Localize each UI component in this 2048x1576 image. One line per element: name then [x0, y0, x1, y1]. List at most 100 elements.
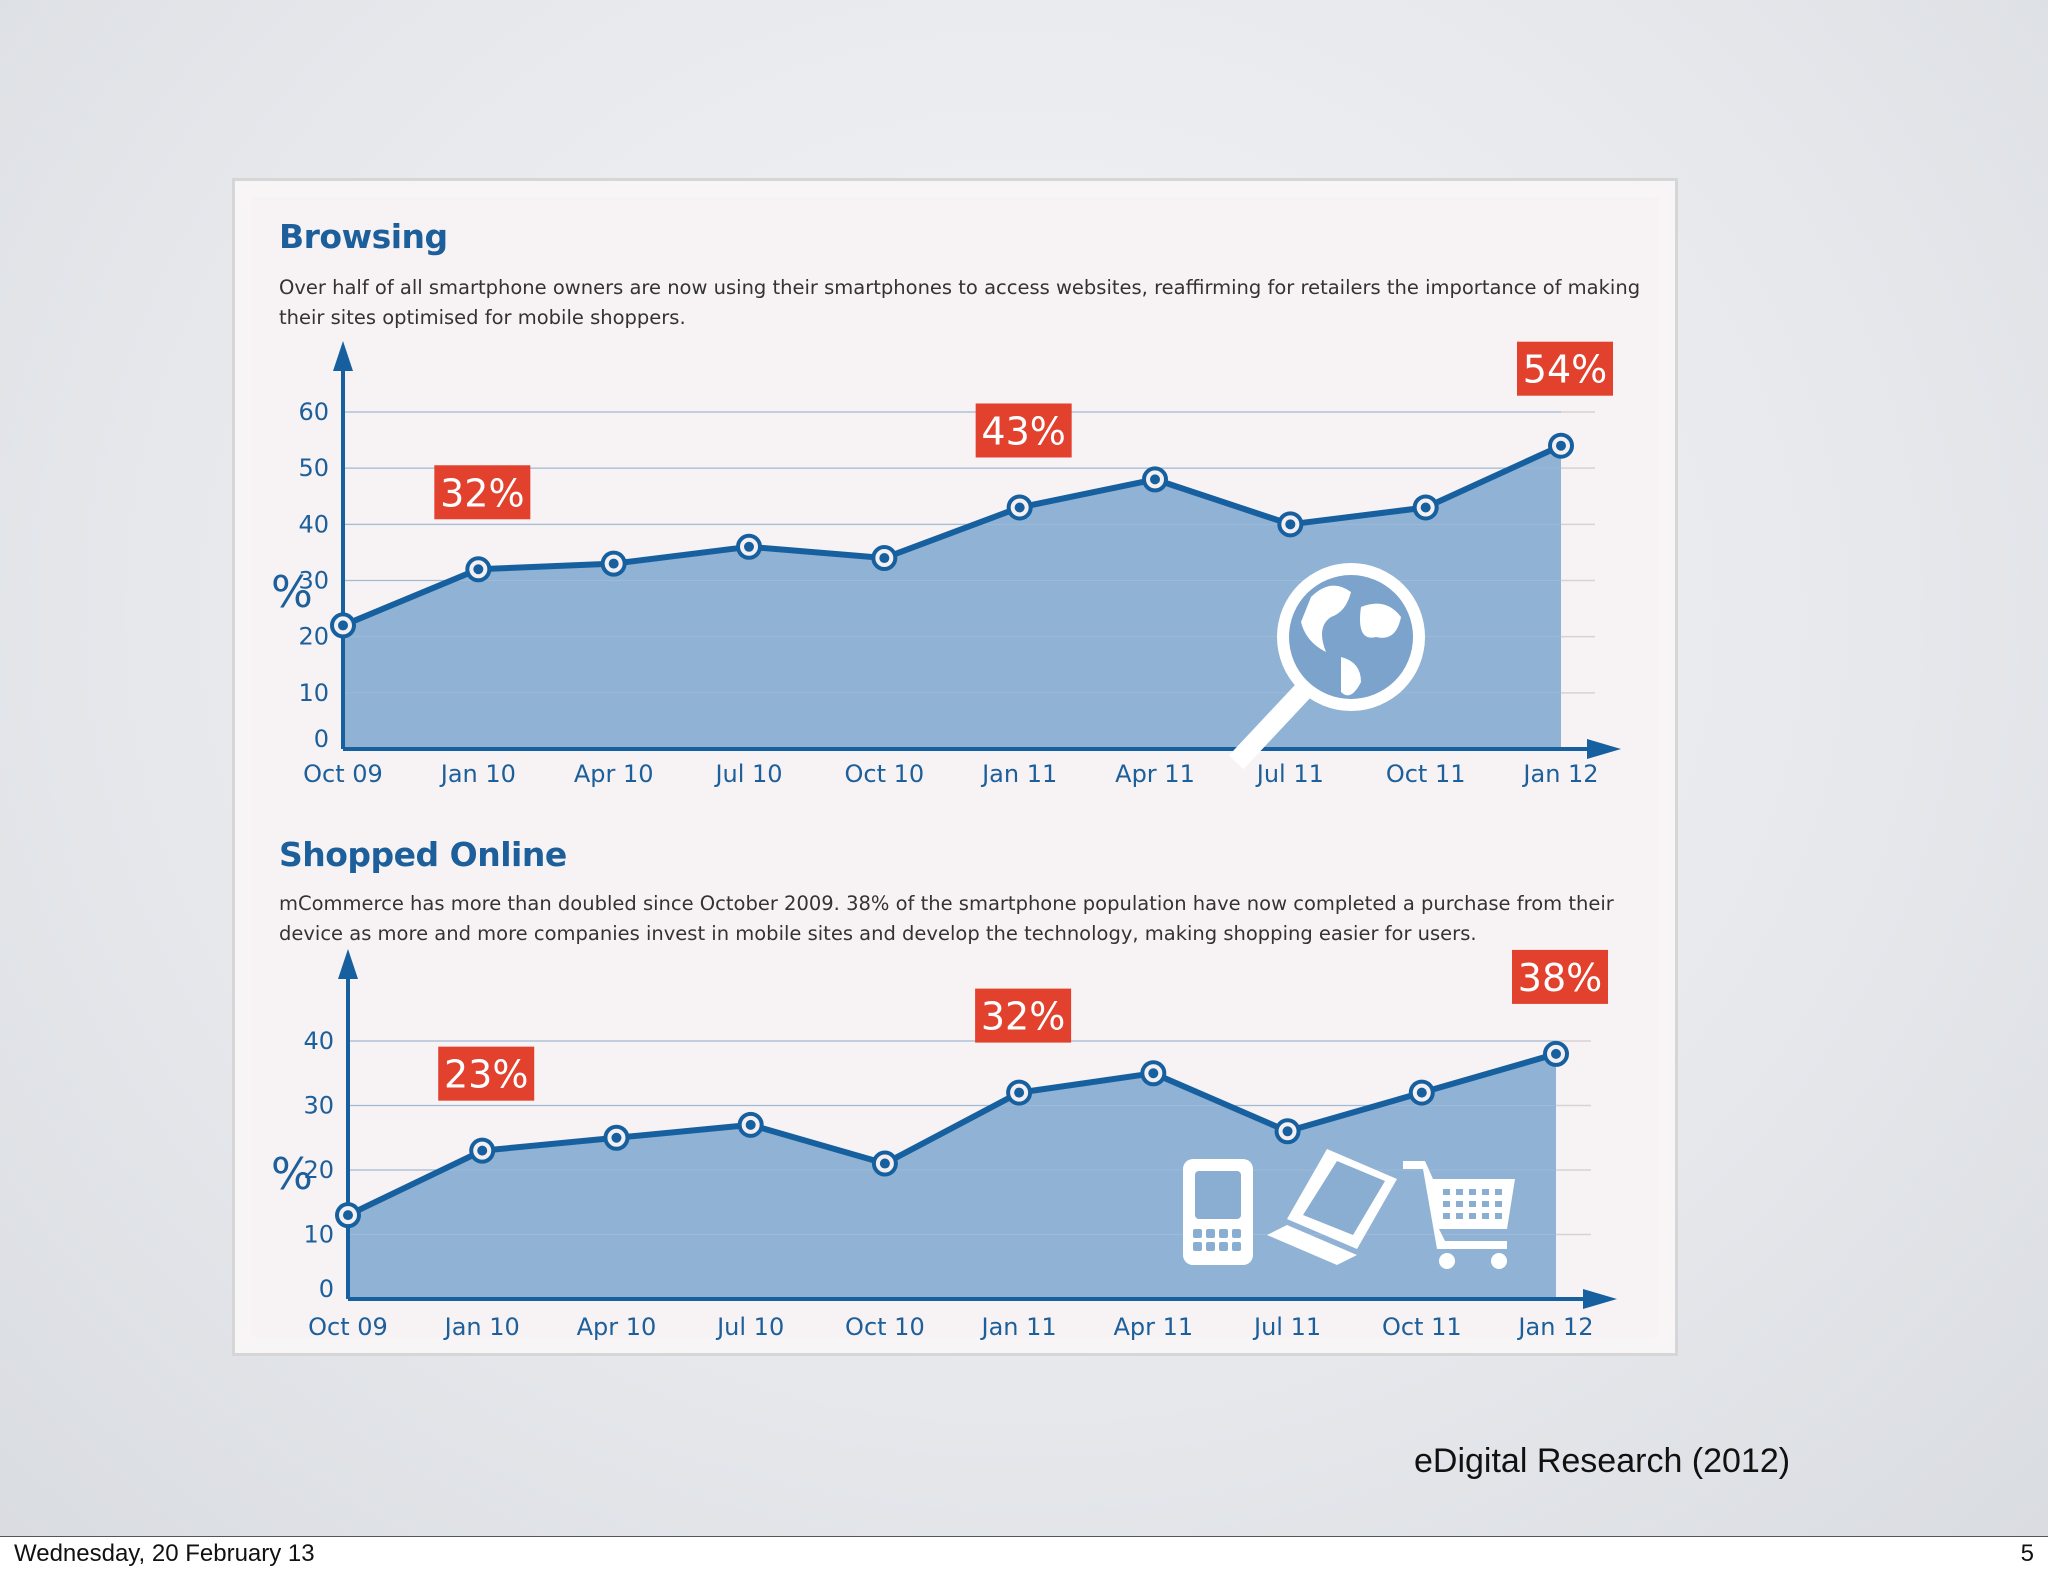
x-tick-label: Jul 11: [1255, 760, 1324, 787]
data-point-center: [338, 620, 348, 631]
x-tick-label: Jan 12: [1516, 1313, 1593, 1341]
y-axis-label: %: [271, 1149, 313, 1200]
page-number: 5: [2020, 1540, 2034, 1567]
phone-key: [1193, 1229, 1202, 1238]
x-tick-label: Apr 11: [1113, 1313, 1193, 1341]
cart-grid: [1482, 1213, 1489, 1219]
y-tick-label: 20: [298, 623, 329, 651]
cart-grid: [1456, 1213, 1463, 1219]
y-tick-label: 30: [298, 567, 329, 595]
value-label: 54%: [1523, 348, 1607, 392]
data-point-center: [608, 558, 619, 569]
data-point-center: [879, 553, 890, 564]
data-point-center: [1014, 502, 1025, 513]
cart-wheel: [1491, 1253, 1507, 1269]
series-line: [341, 442, 1563, 629]
browsing-title: Browsing: [279, 217, 448, 256]
value-label: 38%: [1518, 956, 1602, 1000]
cart-grid: [1495, 1189, 1502, 1195]
y-tick-label: 50: [298, 454, 329, 482]
phone-key: [1219, 1242, 1228, 1251]
phone-key: [1232, 1242, 1241, 1251]
data-point-center: [744, 541, 754, 552]
y-tick-label: 10: [298, 679, 329, 707]
magnifier-handle: [1228, 676, 1318, 770]
phone-key: [1193, 1242, 1202, 1251]
y-tick-label: 30: [303, 1092, 334, 1120]
value-label: 23%: [444, 1053, 528, 1097]
series-line: [346, 1051, 1557, 1218]
cart-grid: [1469, 1189, 1476, 1195]
shopped-online-description: mCommerce has more than doubled since Oc…: [279, 892, 1614, 945]
cart-grid: [1495, 1213, 1502, 1219]
data-point-center: [1420, 502, 1431, 513]
value-label-box: [434, 465, 531, 520]
x-tick-label: Jul 10: [715, 1313, 784, 1341]
y-axis-label: %: [271, 567, 313, 618]
slide: Browsing Over half of all smartphone own…: [0, 0, 2048, 1537]
data-point-center: [611, 1132, 622, 1143]
cart-grid: [1495, 1201, 1502, 1207]
y-axis-arrow: [333, 341, 353, 371]
value-label-box: [438, 1046, 535, 1101]
y-axis-arrow: [338, 949, 358, 979]
data-point-center: [477, 1145, 488, 1156]
cart-grid: [1482, 1201, 1489, 1207]
footer-date: Wednesday, 20 February 13: [14, 1540, 315, 1567]
cart-grid: [1443, 1201, 1450, 1207]
data-point-center: [1416, 1087, 1427, 1098]
cart-grid: [1469, 1201, 1476, 1207]
data-point-center: [1556, 440, 1566, 451]
y-tick-label: 0: [319, 1275, 334, 1303]
data-point-center: [1551, 1048, 1561, 1059]
x-tick-label: Apr 10: [574, 760, 654, 787]
x-tick-label: Apr 11: [1115, 760, 1195, 787]
cart-grid: [1456, 1189, 1463, 1195]
x-tick-label: Oct 11: [1386, 760, 1466, 787]
area-fill: [348, 1053, 1556, 1299]
shopped-online-chart: 0 10 20 30 40% Oct 09 Jan 10 Apr 10 Jul 10 Oct 10…: [271, 949, 1617, 1341]
data-point-center: [1285, 519, 1296, 530]
y-tick-label: 10: [303, 1221, 334, 1249]
x-tick-label: Jul 11: [1252, 1313, 1321, 1341]
y-tick-label: 40: [298, 510, 329, 538]
y-tick-label: 0: [314, 725, 329, 753]
value-label-box: [1517, 341, 1613, 396]
phone-key: [1219, 1229, 1228, 1238]
laptop-base: [1267, 1225, 1357, 1265]
x-tick-label: Jan 10: [443, 1313, 520, 1341]
x-tick-label: Jan 11: [980, 760, 1057, 787]
data-point-center: [343, 1210, 353, 1221]
data-point-center: [1148, 1068, 1159, 1079]
cart-grid: [1469, 1213, 1476, 1219]
x-tick-label: Oct 09: [308, 1313, 388, 1341]
x-axis-arrow: [1583, 1289, 1617, 1309]
x-tick-label: Oct 10: [845, 1313, 925, 1341]
source-citation: eDigital Research (2012): [1414, 1442, 1791, 1480]
globe-continents: [1301, 585, 1401, 696]
x-tick-label: Oct 11: [1382, 1313, 1462, 1341]
data-point-center: [879, 1158, 890, 1169]
cart-grid: [1443, 1189, 1450, 1195]
infographic-card: Browsing Over half of all smartphone own…: [232, 178, 1678, 1356]
shopped-online-title: Shopped Online: [279, 835, 567, 874]
x-tick-label: Oct 10: [844, 760, 924, 787]
y-tick-label: 60: [298, 398, 329, 426]
phone-key: [1232, 1229, 1241, 1238]
value-label-box: [1512, 949, 1608, 1004]
cart-grid: [1482, 1189, 1489, 1195]
y-tick-label: 40: [303, 1027, 334, 1055]
x-tick-label: Jan 10: [439, 760, 516, 787]
x-axis-arrow: [1587, 739, 1621, 759]
laptop-icon: [1267, 1149, 1397, 1265]
data-point-center: [1282, 1126, 1293, 1137]
phone-key: [1206, 1229, 1215, 1238]
data-point-center: [1014, 1087, 1025, 1098]
x-tick-label: Jan 11: [980, 1313, 1057, 1341]
cart-grid: [1443, 1213, 1450, 1219]
cart-grid: [1456, 1201, 1463, 1207]
x-tick-label: Oct 09: [303, 760, 383, 787]
browsing-chart: 0 10 20 30 40 50 60% Oct 09 Jan 10 Apr 10 Jul 10 Oc…: [271, 341, 1621, 787]
browsing-description: Over half of all smartphone owners are n…: [279, 276, 1641, 329]
phone-screen: [1195, 1171, 1241, 1219]
